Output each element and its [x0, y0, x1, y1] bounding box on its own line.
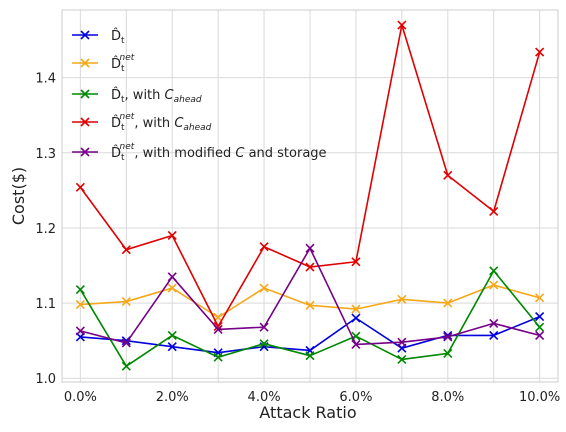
- data-point: [443, 330, 453, 340]
- data-point: [75, 284, 85, 295]
- data-point: [121, 297, 131, 307]
- data-point: [535, 322, 545, 332]
- legend: D̂t D̂tnet D̂t, with Cahead D̂tnet, with…: [72, 29, 327, 163]
- legend-marker-dt-net: [80, 58, 90, 68]
- y-tick-labels: 1.0 1.1 1.2 1.3 1.4: [35, 72, 56, 388]
- y-tick-label: 1.4: [35, 72, 56, 87]
- x-tick-label: 8.0%: [431, 390, 464, 405]
- x-tick-label: 0.0%: [64, 390, 97, 405]
- series-2: [75, 280, 545, 322]
- data-point: [75, 182, 85, 192]
- data-point: [443, 170, 453, 180]
- data-point: [535, 330, 545, 340]
- legend-label-dt-net-ahead: D̂tnet, with Cahead: [111, 112, 212, 133]
- data-point: [75, 326, 85, 336]
- legend-item-dt-net-ahead: D̂tnet, with Cahead: [72, 112, 212, 133]
- y-tick-label: 1.1: [35, 297, 56, 312]
- data-point: [305, 351, 315, 361]
- data-point: [489, 280, 499, 290]
- x-tick-labels: 0.0% 2.0% 4.0% 6.0% 8.0% 10.0%: [64, 390, 560, 405]
- data-point: [305, 300, 315, 310]
- data-point: [535, 293, 545, 303]
- data-point: [351, 313, 361, 323]
- data-point: [397, 354, 407, 365]
- legend-item-dt: D̂t: [72, 29, 125, 46]
- data-point: [121, 338, 131, 348]
- data-point: [351, 304, 361, 314]
- y-tick-label: 1.2: [35, 222, 56, 237]
- data-point: [443, 298, 453, 308]
- data-point: [213, 324, 223, 334]
- series-3: [75, 266, 545, 371]
- data-point: [167, 283, 177, 293]
- legend-marker-dt-ahead: [80, 89, 90, 99]
- data-point: [259, 322, 269, 332]
- data-point: [535, 312, 545, 322]
- data-point: [397, 337, 407, 347]
- data-point: [259, 283, 269, 293]
- y-tick-label: 1.3: [35, 147, 56, 162]
- data-point: [351, 257, 361, 267]
- data-point: [259, 242, 269, 252]
- data-point: [443, 332, 453, 342]
- data-point: [397, 294, 407, 304]
- legend-marker-dt-net-modified: [80, 147, 90, 157]
- data-point: [259, 339, 269, 349]
- legend-label-dt-net-modified: D̂tnet, with modified C and storage: [111, 142, 327, 163]
- x-tick-label: 10.0%: [519, 390, 560, 405]
- y-tick-label: 1.0: [35, 372, 56, 387]
- legend-label-dt: D̂t: [111, 29, 125, 46]
- x-axis-label: Attack Ratio: [259, 403, 356, 422]
- data-point: [489, 206, 499, 216]
- series-4: [75, 20, 545, 331]
- data-point: [351, 339, 361, 349]
- legend-label-dt-ahead: D̂t, with Cahead: [111, 88, 202, 105]
- legend-marker-dt-net-ahead: [80, 117, 90, 127]
- data-point: [443, 348, 453, 359]
- legend-item-dt-net-modified: D̂tnet, with modified C and storage: [72, 142, 327, 163]
- x-tick-label: 2.0%: [156, 390, 189, 405]
- series-5: [75, 243, 545, 349]
- data-point: [305, 243, 315, 253]
- series-1: [75, 312, 545, 358]
- data-point: [121, 361, 131, 371]
- legend-marker-dt: [80, 30, 90, 40]
- data-point: [121, 245, 131, 255]
- x-tick-label: 4.0%: [248, 390, 281, 405]
- data-point: [489, 266, 499, 276]
- data-point: [489, 318, 499, 328]
- data-point: [167, 272, 177, 282]
- legend-label-dt-net: D̂tnet: [111, 53, 135, 74]
- data-point: [213, 352, 223, 362]
- y-axis-label: Cost($): [9, 167, 28, 225]
- series-layer: [75, 20, 545, 371]
- legend-item-dt-ahead: D̂t, with Cahead: [72, 88, 202, 105]
- plot-frame: [61, 9, 559, 383]
- data-point: [305, 262, 315, 272]
- data-point: [167, 342, 177, 352]
- x-tick-label: 6.0%: [339, 390, 372, 405]
- data-point: [75, 300, 85, 310]
- legend-item-dt-net: D̂tnet: [72, 53, 135, 74]
- data-point: [167, 330, 177, 340]
- data-point: [397, 20, 407, 30]
- data-point: [167, 230, 177, 241]
- data-point: [489, 330, 499, 340]
- data-point: [535, 47, 545, 57]
